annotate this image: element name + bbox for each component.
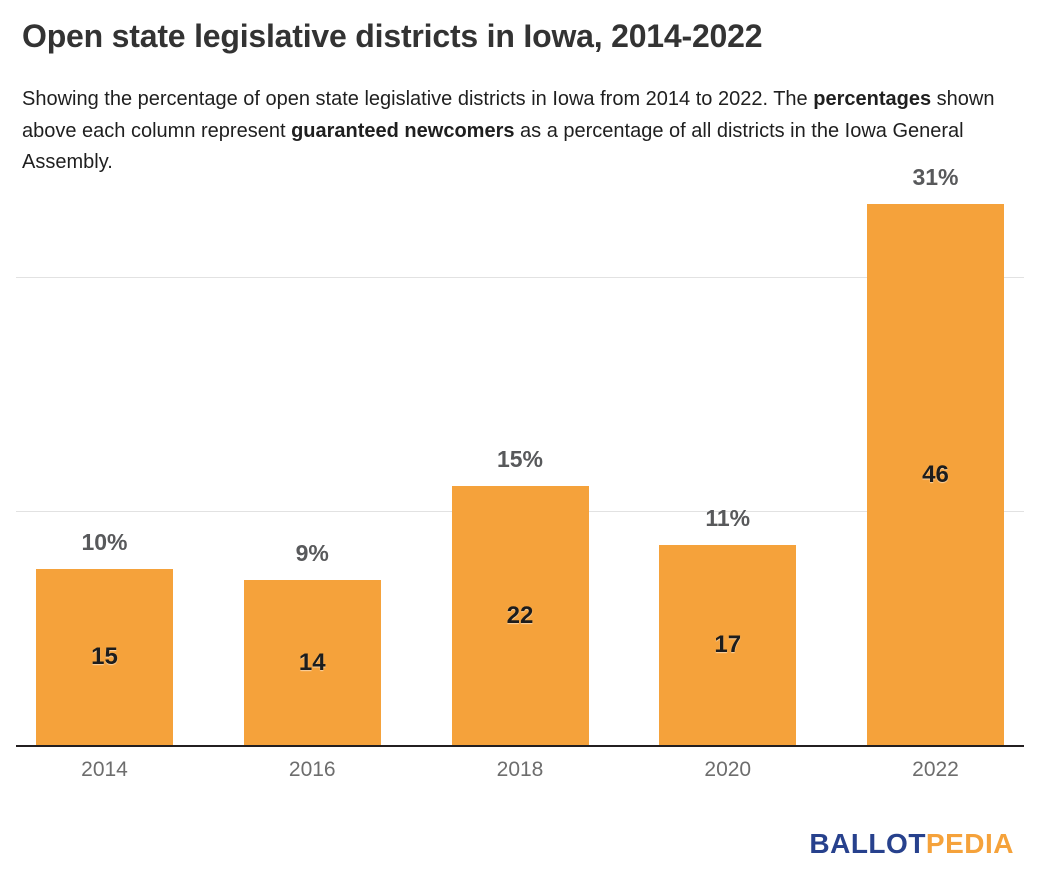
bar: 17	[659, 545, 797, 745]
gridline	[16, 277, 1024, 278]
bar-percent-label: 9%	[295, 540, 329, 567]
bar: 46	[867, 204, 1004, 745]
bar-value-label: 22	[506, 601, 534, 629]
x-axis-label: 2016	[288, 758, 336, 781]
bar-value-label: 46	[922, 460, 949, 488]
x-axis-label: 2018	[496, 758, 544, 781]
subtitle-text: shown above each column represent	[22, 88, 995, 142]
bar: 14	[243, 580, 381, 745]
x-axis-labels: 2014 2016 2018 2020 2022	[16, 758, 1024, 782]
bar-group: 10% 15 9% 14 15% 22 11% 17 31% 46	[16, 164, 1024, 745]
bar: 15	[36, 568, 173, 745]
x-axis-label: 2020	[704, 758, 752, 781]
bar-percent-label: 31%	[912, 164, 959, 190]
bar-percent-label: 15%	[496, 446, 544, 473]
logo-pedia-text: PEDIA	[925, 828, 1014, 859]
subtitle-bold-percentages: percentages	[813, 88, 932, 110]
bar: 22	[451, 486, 589, 745]
x-axis-label: 2014	[81, 758, 128, 781]
bar-percent-label: 11%	[705, 505, 751, 532]
subtitle-text: as a percentage of all districts in the …	[22, 119, 964, 174]
ballotpedia-logo: BALLOTPEDIA	[809, 828, 1014, 860]
bar-column: 10% 15	[36, 204, 173, 745]
chart-title: Open state legislative districts in Iowa…	[22, 18, 763, 54]
subtitle-bold-guaranteed-newcomers: guaranteed newcomers	[291, 119, 515, 142]
bar-column: 9% 14	[243, 204, 381, 745]
subtitle-text: Showing the percentage of open state leg…	[22, 88, 814, 110]
bar-percent-label: 10%	[81, 528, 128, 555]
plot-area: 10% 15 9% 14 15% 22 11% 17 31% 46	[16, 164, 1024, 747]
logo-ballot-text: BALLOT	[809, 828, 926, 859]
bar-column: 15% 22	[451, 204, 589, 745]
bar-value-label: 17	[714, 631, 742, 659]
x-axis-label: 2022	[912, 758, 959, 781]
bar-value-label: 15	[91, 642, 118, 670]
bar-column: 11% 17	[659, 204, 797, 745]
chart-subtitle: Showing the percentage of open state leg…	[22, 84, 1017, 179]
bar-value-label: 14	[298, 648, 326, 676]
bar-column: 31% 46	[867, 164, 1004, 745]
x-axis-baseline	[16, 745, 1024, 747]
